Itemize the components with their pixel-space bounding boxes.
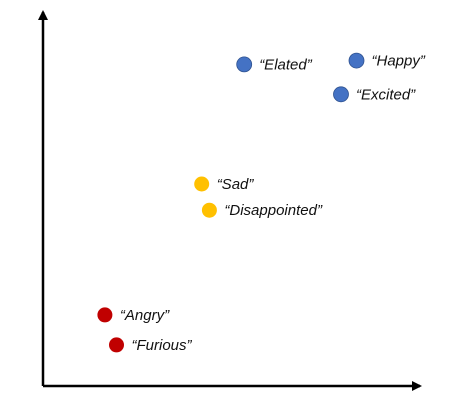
data-point: “Sad” xyxy=(194,176,254,193)
point-label: “Happy” xyxy=(372,53,426,70)
point-marker xyxy=(97,307,113,323)
point-marker xyxy=(109,337,124,353)
point-label: “Sad” xyxy=(217,176,255,193)
point-label: “Angry” xyxy=(120,307,170,324)
point-label: “Disappointed” xyxy=(224,202,323,219)
data-point: “Excited” xyxy=(333,86,416,103)
data-point: “Disappointed” xyxy=(201,202,323,219)
point-marker xyxy=(333,86,349,103)
data-points: “Elated” “Happy” “Excited” “Sad” “Disappoint… xyxy=(97,52,426,354)
point-marker xyxy=(348,52,365,69)
point-marker xyxy=(236,56,253,73)
point-label: “Elated” xyxy=(259,56,313,73)
point-label: “Excited” xyxy=(356,86,416,103)
data-point: “Elated” xyxy=(236,56,313,73)
data-point: “Happy” xyxy=(348,52,426,70)
point-marker xyxy=(201,202,217,218)
data-point: “Angry” xyxy=(97,307,170,324)
point-marker xyxy=(194,176,210,192)
point-label: “Furious” xyxy=(132,337,193,354)
data-point: “Furious” xyxy=(109,337,193,354)
